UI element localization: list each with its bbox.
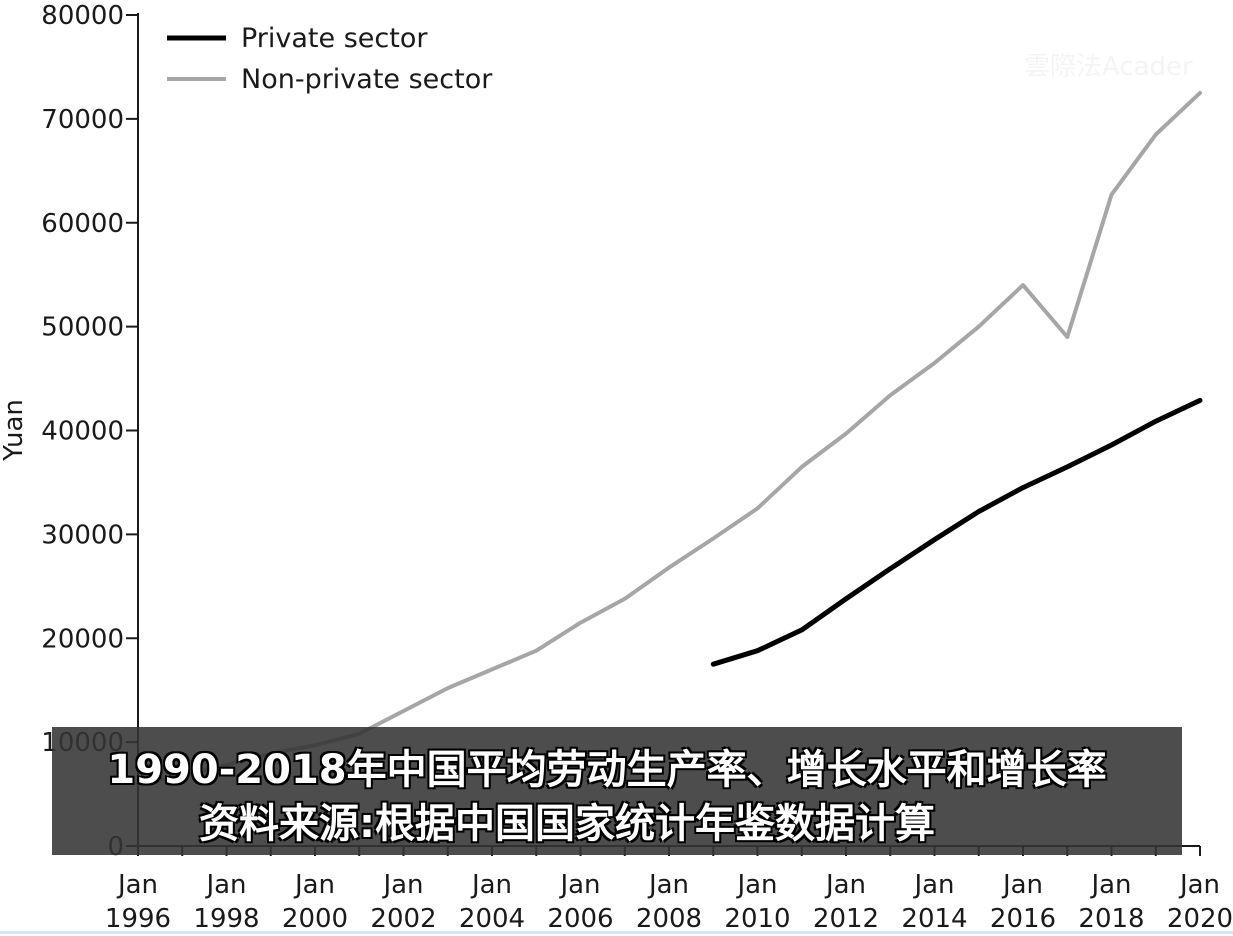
y-tick-label: 30000 — [41, 520, 124, 550]
y-tick-label: 40000 — [41, 417, 124, 447]
x-tick-label-month: Jan — [204, 870, 246, 900]
bottom-divider — [0, 931, 1233, 934]
x-tick-label-month: Jan — [1178, 870, 1220, 900]
x-tick-label-month: Jan — [1089, 870, 1131, 900]
x-tick-label-month: Jan — [647, 870, 689, 900]
legend: Private sector Non-private sector — [167, 23, 493, 95]
x-tick-label-year: 2018 — [1078, 904, 1144, 934]
x-tick-label-month: Jan — [116, 870, 158, 900]
x-tick-label-year: 2016 — [990, 904, 1056, 934]
x-tick-label-year: 2006 — [547, 904, 613, 934]
x-tick-label-year: 2008 — [636, 904, 702, 934]
x-tick-label-year: 1998 — [193, 904, 259, 934]
y-tick-label: 20000 — [41, 624, 124, 654]
x-tick-labels: Jan 1996 Jan 1998 Jan 2000 Jan 2002 Jan 2004 Jan 20… — [105, 870, 1233, 934]
y-tick-label: 50000 — [41, 313, 124, 343]
x-tick-label-year: 2002 — [370, 904, 436, 934]
x-tick-label-year: 2010 — [724, 904, 790, 934]
y-tick-label: 60000 — [41, 209, 124, 239]
x-tick-label-month: Jan — [912, 870, 954, 900]
x-tick-label-month: Jan — [1001, 870, 1043, 900]
caption-line-source: 资料来源:根据中国国家统计年鉴数据计算 — [199, 801, 935, 847]
x-tick-label-year: 2012 — [813, 904, 879, 934]
caption-line-title: 1990-2018年中国平均劳动生产率、增长水平和增长率 — [107, 747, 1107, 793]
y-tick-label: 80000 — [41, 1, 124, 31]
watermark-text: 雲際法Acader — [1024, 52, 1193, 82]
legend-label-non-private-sector: Non-private sector — [241, 64, 493, 95]
x-tick-label-year: 1996 — [105, 904, 171, 934]
x-tick-label-month: Jan — [824, 870, 866, 900]
x-tick-label-year: 2000 — [282, 904, 348, 934]
x-tick-label-month: Jan — [470, 870, 512, 900]
y-tick-label: 70000 — [41, 105, 124, 135]
y-axis-label: Yuan — [0, 399, 29, 462]
subtitle-caption-overlay: 1990-2018年中国平均劳动生产率、增长水平和增长率 资料来源:根据中国国家… — [52, 727, 1182, 855]
x-tick-label-year: 2004 — [459, 904, 525, 934]
series-layer — [136, 90, 1203, 786]
legend-label-private-sector: Private sector — [241, 23, 428, 54]
series-line-private-sector — [710, 397, 1203, 667]
x-tick-label-year: 2020 — [1167, 904, 1233, 934]
x-tick-label-month: Jan — [381, 870, 423, 900]
series-line-non-private-sector — [136, 90, 1202, 786]
x-tick-label-month: Jan — [558, 870, 600, 900]
x-tick-label-month: Jan — [293, 870, 335, 900]
x-tick-label-month: Jan — [735, 870, 777, 900]
x-tick-label-year: 2014 — [901, 904, 967, 934]
